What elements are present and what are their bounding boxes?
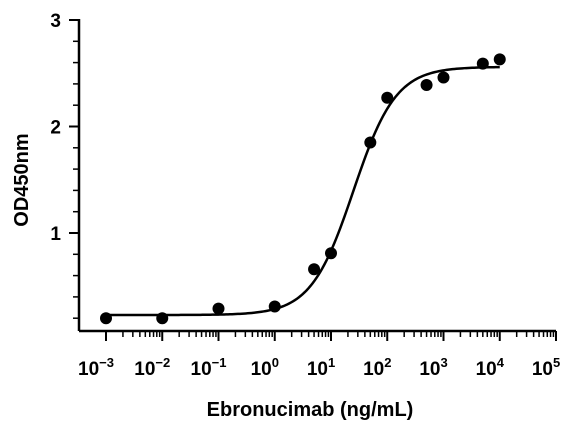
fit-curve — [106, 65, 500, 317]
data-point — [364, 136, 377, 149]
data-point — [325, 247, 337, 260]
x-tick-label: 100 — [251, 355, 279, 380]
x-tick-label: 10−3 — [78, 355, 114, 380]
y-axis-title: OD450nm — [11, 133, 33, 226]
y-ticks: 1 2 3 — [50, 11, 79, 319]
x-ticks: 10−3 10−2 10−1 100 101 102 103 104 105 — [78, 331, 560, 380]
data-point — [156, 312, 169, 325]
y-tick-label: 1 — [50, 224, 61, 245]
data-point — [268, 300, 281, 313]
data-points — [100, 53, 506, 325]
data-point — [420, 78, 433, 91]
x-tick-label: 10−1 — [191, 355, 227, 380]
y-axis: 1 2 3 — [50, 11, 81, 331]
y-tick-label: 3 — [50, 11, 61, 32]
data-point — [100, 312, 112, 325]
x-axis-title: Ebronucimab (ng/mL) — [207, 399, 414, 421]
data-point — [308, 263, 321, 276]
data-point — [437, 71, 450, 84]
x-tick-label: 101 — [307, 355, 335, 380]
x-tick-label: 102 — [363, 355, 391, 380]
data-point — [212, 302, 225, 315]
x-axis: 10−3 10−2 10−1 100 101 102 103 104 105 — [78, 329, 560, 380]
x-tick-label: 105 — [532, 355, 560, 380]
x-tick-label: 103 — [419, 355, 447, 380]
y-tick-label: 2 — [50, 118, 61, 139]
data-point — [381, 91, 394, 104]
x-tick-label: 104 — [476, 355, 505, 380]
data-point — [476, 57, 489, 70]
x-tick-label: 10−2 — [134, 355, 170, 380]
data-point — [493, 53, 506, 66]
